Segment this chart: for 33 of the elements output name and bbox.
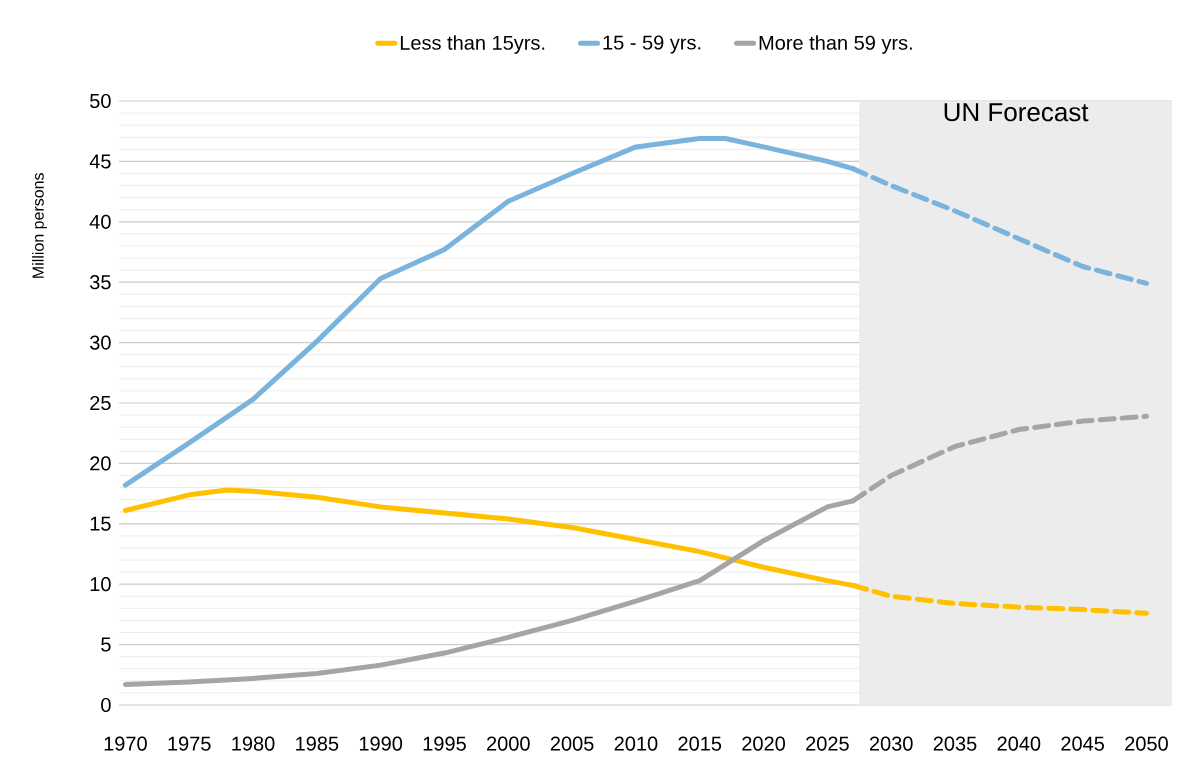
x-tick-label: 2025	[806, 736, 849, 751]
y-tick-label: 30	[90, 335, 111, 350]
y-tick-label: 50	[90, 93, 111, 109]
y-tick-label: 25	[90, 395, 111, 411]
x-tick-label: 2050	[1125, 736, 1168, 751]
x-tick-label: 1980	[232, 736, 275, 751]
y-tick-label: 15	[90, 516, 111, 531]
legend-label: Less than 15yrs.	[400, 35, 545, 54]
legend-label: 15 - 59 yrs.	[603, 35, 701, 54]
x-tick-label: 2015	[678, 736, 722, 751]
x-tick-label: 1995	[423, 736, 466, 751]
y-tick-label: 20	[90, 456, 111, 471]
x-tick-label: 2000	[487, 736, 530, 751]
x-tick-label: 2020	[742, 736, 785, 751]
x-tick-label: 2045	[1061, 736, 1105, 751]
legend-label: More than 59 yrs.	[759, 35, 912, 54]
x-tick-label: 1985	[296, 736, 339, 751]
x-tick-label: 1970	[104, 736, 147, 751]
x-tick-label: 1990	[359, 736, 403, 751]
x-tick-label: 2005	[550, 736, 594, 751]
y-tick-label: 0	[101, 697, 111, 713]
y-tick-label: 35	[90, 275, 111, 290]
x-tick-label: 2040	[997, 736, 1041, 751]
y-tick-label: 10	[90, 577, 111, 592]
band-label: UN Forecast	[944, 103, 1089, 122]
y-tick-label: 40	[89, 214, 111, 229]
x-tick-label: 1975	[168, 736, 211, 751]
x-tick-label: 2010	[614, 736, 658, 751]
x-tick-label: 2035	[933, 736, 977, 751]
y-tick-label: 5	[101, 637, 111, 652]
y-tick-label: 45	[89, 154, 111, 169]
y-axis-title: Million persons	[32, 173, 47, 278]
x-tick-label: 2030	[869, 736, 913, 751]
